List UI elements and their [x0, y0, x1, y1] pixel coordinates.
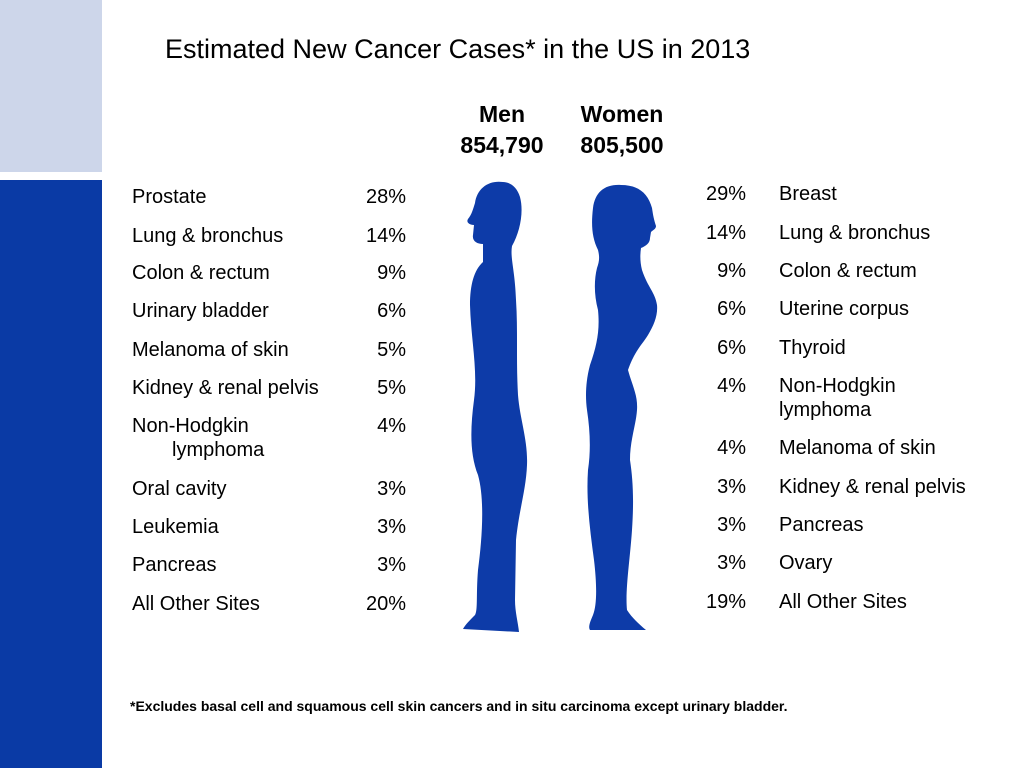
women-pct-label: 9% [717, 260, 746, 282]
men-pct-label: 28% [365, 186, 406, 208]
women-site-label: Kidney & renal pelvis [779, 476, 966, 498]
sidebar-accent-light [0, 0, 102, 172]
women-pct-label: 29% [705, 183, 746, 205]
footnote: *Excludes basal cell and squamous cell s… [130, 698, 788, 714]
men-site-label: Urinary bladder [132, 300, 269, 322]
men-site-label: Prostate [132, 186, 207, 208]
men-site-label: Lung & bronchus [132, 225, 284, 247]
women-site-label: Breast [779, 183, 837, 205]
men-pct-label: 6% [377, 300, 406, 322]
women-site-label: Lung & bronchus [779, 222, 931, 244]
men-site-line1: Non-Hodgkin [132, 415, 249, 437]
women-pct-label: 3% [717, 514, 746, 536]
women-site-label: Colon & rectum [779, 260, 917, 282]
women-pct-label: 14% [705, 222, 746, 244]
men-site-label: Leukemia [132, 516, 219, 538]
female-silhouette [586, 184, 658, 630]
chart-title: Estimated New Cancer Cases* in the US in… [165, 34, 751, 64]
men-pct-label: 3% [377, 478, 406, 500]
women-site-label: All Other Sites [779, 591, 907, 613]
men-site-label: Melanoma of skin [132, 339, 289, 361]
women-pct-label: 6% [717, 337, 746, 359]
men-site-label: Oral cavity [132, 478, 227, 500]
women-site-label: Pancreas [779, 514, 864, 536]
men-header: Men 854,790 [447, 99, 557, 161]
men-pct-label: 5% [377, 339, 406, 361]
women-site-line1: Non-Hodgkin [779, 375, 896, 397]
men-pct-label: 3% [377, 554, 406, 576]
men-total: 854,790 [460, 132, 544, 158]
women-label: Women [580, 101, 664, 127]
women-pct-label: 19% [705, 591, 746, 613]
women-total: 805,500 [580, 132, 664, 158]
women-site-label: Ovary [779, 552, 833, 574]
sidebar-accent-dark [0, 180, 102, 768]
women-site-label: Melanoma of skin [779, 437, 936, 459]
men-pct-label: 3% [377, 516, 406, 538]
men-pct-label: 9% [377, 262, 406, 284]
women-header: Women 805,500 [567, 99, 677, 161]
men-site-label: All Other Sites [132, 593, 260, 615]
men-pct-label: 4% [377, 415, 406, 437]
women-pct-label: 3% [717, 476, 746, 498]
men-pct-label: 5% [377, 377, 406, 399]
male-silhouette [463, 181, 528, 632]
women-site-label: Thyroid [779, 337, 846, 359]
women-pct-label: 3% [717, 552, 746, 574]
men-site-label: Kidney & renal pelvis [132, 377, 319, 399]
women-site-label: Uterine corpus [779, 298, 910, 320]
women-site-label-multiline: Non-Hodgkin lymphoma [779, 374, 1019, 422]
women-site-line2: lymphoma [779, 399, 872, 421]
women-pct-label: 6% [717, 298, 746, 320]
women-pct-label: 4% [717, 437, 746, 459]
men-site-label-multiline: Non-Hodgkin lymphoma [132, 414, 357, 462]
men-site-line2: lymphoma [172, 439, 265, 461]
men-label: Men [479, 101, 525, 127]
men-pct-label: 14% [365, 225, 406, 247]
men-site-label: Pancreas [132, 554, 217, 576]
men-pct-label: 20% [365, 593, 406, 615]
men-site-label: Colon & rectum [132, 262, 270, 284]
women-pct-label: 4% [717, 375, 746, 397]
